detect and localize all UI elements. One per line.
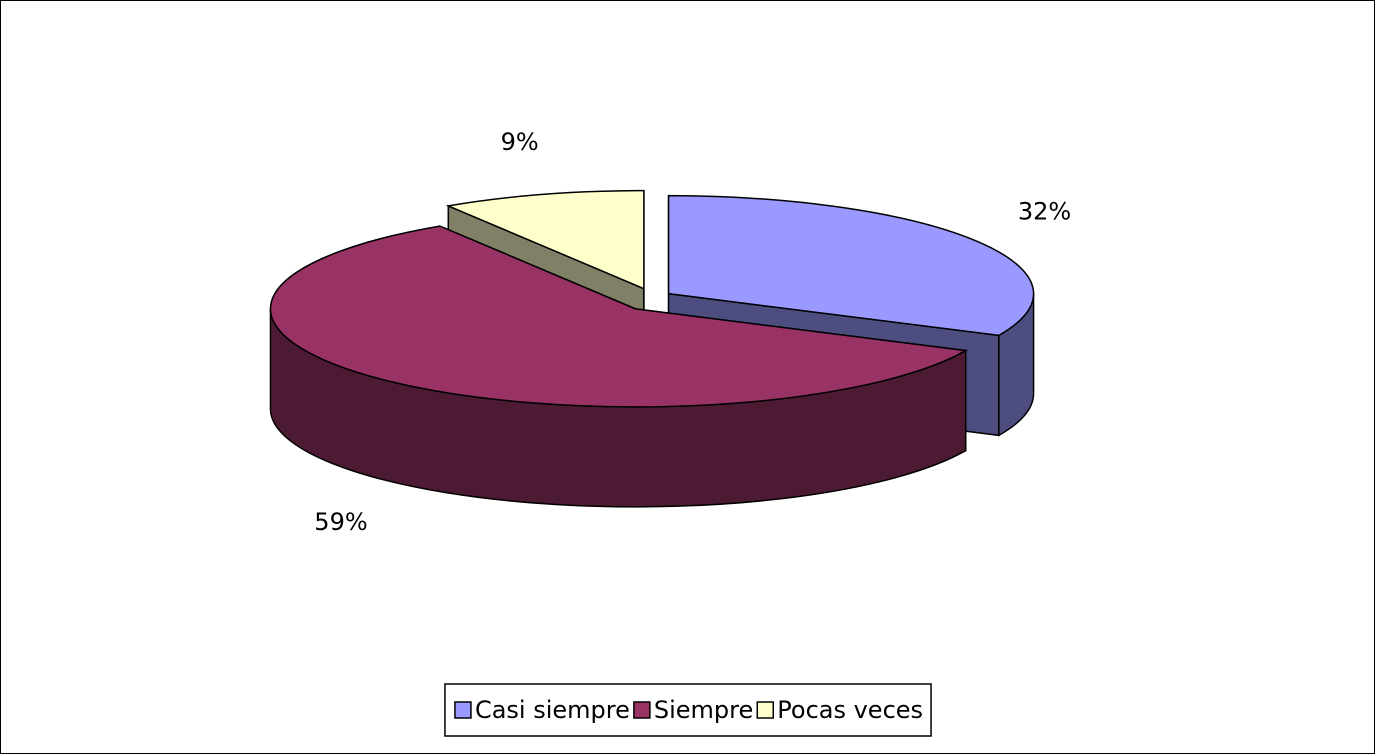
legend-label: Casi siempre xyxy=(475,696,630,724)
data-label: 32% xyxy=(1018,197,1071,225)
data-label: 9% xyxy=(501,128,539,156)
legend-swatch xyxy=(633,701,651,719)
legend-box xyxy=(444,683,932,737)
legend-label: Pocas veces xyxy=(777,696,923,724)
legend-swatch xyxy=(454,701,472,719)
slice xyxy=(269,225,969,408)
legend: Casi siempre Siempre Pocas veces xyxy=(444,683,932,737)
data-label: 59% xyxy=(314,508,367,536)
legend-swatch xyxy=(756,701,775,719)
slice xyxy=(445,189,645,290)
slice xyxy=(667,194,1035,337)
legend-label: Siempre xyxy=(654,696,753,724)
